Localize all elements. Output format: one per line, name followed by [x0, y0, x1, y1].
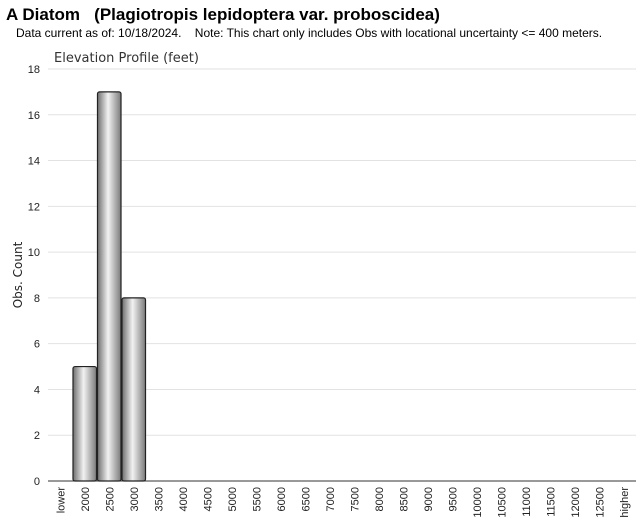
y-tick-label: 4: [34, 384, 40, 396]
x-tick-label: 2500: [104, 487, 116, 511]
bar: [121, 297, 147, 482]
y-tick-label: 18: [28, 64, 40, 76]
x-tick-label: 9000: [423, 487, 435, 511]
y-tick-label: 6: [34, 339, 40, 351]
y-axis-label: Obs. Count: [11, 241, 25, 308]
x-tick-label: 4500: [202, 487, 214, 511]
x-tick-label: 6000: [276, 487, 288, 511]
x-tick-label: 10500: [496, 487, 508, 518]
y-tick-label: 8: [34, 293, 40, 305]
x-tick-label: 7000: [325, 487, 337, 511]
x-tick-label: 12500: [594, 487, 606, 518]
x-tick-label: 3500: [153, 487, 165, 511]
x-tick-label: 3000: [129, 487, 141, 511]
x-tick-label: 2000: [80, 487, 92, 511]
x-tick-label: 8500: [398, 487, 410, 511]
title: A Diatom (Plagiotropis lepidoptera var. …: [6, 5, 440, 24]
x-tick-label: 8000: [374, 487, 386, 511]
y-tick-label: 0: [34, 476, 40, 488]
x-tick-label: 6500: [300, 487, 312, 511]
y-tick-label: 12: [28, 201, 40, 213]
x-tick-label: 11500: [545, 487, 557, 517]
bar: [96, 91, 122, 482]
x-tick-label: 5500: [251, 487, 263, 511]
bar: [72, 365, 98, 482]
x-tick-label: 7500: [349, 487, 361, 511]
x-tick-label: higher: [619, 487, 631, 518]
y-tick-label: 2: [34, 430, 40, 442]
x-tick-label: 5000: [227, 487, 239, 511]
x-tick-label: 11000: [521, 487, 533, 517]
x-tick-label: 12000: [570, 487, 582, 518]
y-tick-label: 14: [28, 156, 40, 168]
subtitle: Data current as of: 10/18/2024. Note: Th…: [16, 26, 602, 40]
x-tick-label: 4000: [178, 487, 190, 511]
chart-title: Elevation Profile (feet): [54, 51, 199, 66]
x-tick-label: 10000: [472, 487, 484, 518]
y-tick-label: 10: [28, 247, 40, 259]
x-tick-label: lower: [55, 487, 67, 514]
y-tick-label: 16: [28, 110, 40, 122]
x-tick-label: 9500: [447, 487, 459, 511]
